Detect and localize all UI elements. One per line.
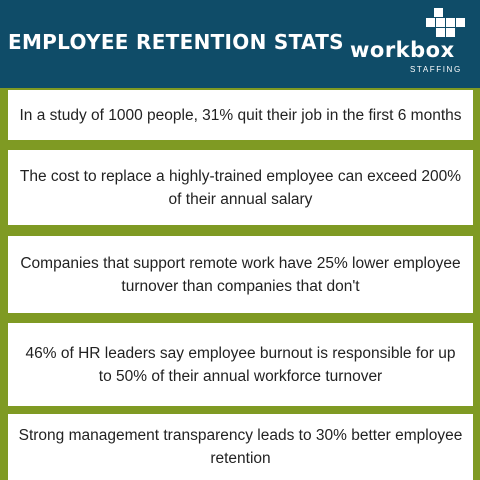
stat-text: In a study of 1000 people, 31% quit thei… [19,106,462,124]
stat-text: 46% of HR leaders say employee burnout i… [25,344,456,385]
logo-subtitle: STAFFING [410,65,462,74]
logo-grid-icon [426,8,465,37]
page-title: EMPLOYEE RETENTION STATS [8,30,344,54]
logo-wordmark: workbox [350,38,455,62]
stat-card: Companies that support remote work have … [8,236,473,313]
stat-card: 46% of HR leaders say employee burnout i… [8,323,473,406]
stat-card: Strong management transparency leads to … [8,414,473,480]
header-banner: EMPLOYEE RETENTION STATS workbox STAFFIN… [0,0,480,88]
stat-text: The cost to replace a highly-trained emp… [19,167,462,208]
stat-text: Strong management transparency leads to … [18,427,463,467]
stat-text: Companies that support remote work have … [20,254,461,295]
workbox-logo: workbox STAFFING [348,8,474,80]
stat-card: In a study of 1000 people, 31% quit thei… [8,90,473,140]
stat-card: The cost to replace a highly-trained emp… [8,150,473,225]
